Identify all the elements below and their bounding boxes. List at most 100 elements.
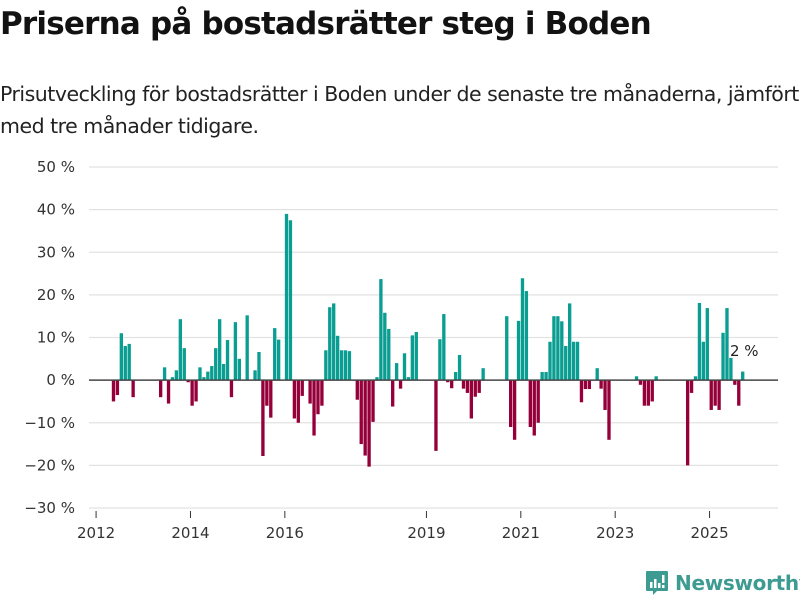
bar [292, 380, 297, 419]
bar [182, 348, 186, 381]
bar [697, 302, 702, 381]
bar [583, 380, 588, 390]
gridlines [89, 166, 778, 509]
bar [343, 350, 348, 381]
bar [603, 380, 607, 410]
y-tick-label: 20 % [37, 286, 75, 304]
y-tick-label: 0 % [46, 371, 75, 389]
y-tick-label: −20 % [24, 456, 75, 474]
bar [453, 372, 458, 381]
bar [162, 367, 167, 381]
bar [465, 380, 470, 393]
bar [202, 377, 206, 381]
bar [229, 380, 234, 398]
bar [650, 380, 654, 402]
bar [571, 341, 576, 381]
bar [276, 339, 281, 381]
bar [733, 380, 737, 385]
chart-subtitle: Prisutveckling för bostadsrätter i Boden… [0, 82, 799, 138]
bar [477, 380, 481, 393]
bar [115, 380, 120, 396]
bar [705, 308, 709, 381]
bar [434, 380, 438, 451]
bar [210, 366, 214, 381]
bar [214, 348, 218, 381]
bar [174, 370, 179, 381]
bar [127, 343, 131, 381]
bar [221, 363, 226, 381]
bar [642, 380, 647, 406]
bar [564, 346, 568, 381]
bar [607, 380, 611, 440]
bar [166, 380, 171, 404]
bar [725, 308, 729, 381]
bar [709, 380, 713, 410]
bar [721, 332, 725, 381]
bar [237, 358, 241, 381]
x-tick-label: 2019 [407, 524, 445, 542]
newsworthy-logo: Newsworthy [645, 570, 800, 596]
bar [567, 303, 572, 381]
bar [457, 354, 462, 381]
bar [284, 213, 289, 381]
bar [394, 363, 399, 381]
bar [170, 377, 175, 381]
bar [111, 380, 116, 402]
bar [245, 315, 249, 381]
bar [367, 380, 371, 467]
x-tick-label: 2012 [77, 524, 115, 542]
bar [461, 380, 466, 389]
bar [737, 380, 741, 406]
bar [481, 368, 485, 381]
bar [701, 341, 706, 381]
x-tick-label: 2025 [690, 524, 728, 542]
bar [261, 380, 265, 456]
bar [324, 350, 328, 381]
bar [544, 372, 548, 381]
bar [579, 380, 584, 403]
bar [469, 380, 474, 419]
y-axis: 50 % 40 % 30 % 20 % 10 % 0 % −10 % −20 % −30 % [24, 158, 75, 517]
bar [560, 321, 564, 381]
bar [520, 278, 525, 381]
bar [225, 340, 230, 381]
bar [509, 380, 513, 428]
bar [512, 380, 517, 440]
bar [233, 322, 238, 381]
bar [347, 351, 352, 381]
bar [186, 380, 190, 383]
bar [383, 312, 387, 381]
bar [363, 380, 367, 456]
chart-title: Priserna på bostadsrätter steg i Boden [0, 6, 652, 42]
bar [446, 380, 450, 383]
bar [300, 380, 304, 396]
bar [414, 331, 418, 381]
bar [516, 320, 521, 381]
bar [320, 380, 324, 406]
bar [713, 380, 717, 406]
bar [253, 370, 257, 381]
bar [123, 346, 127, 381]
brand-name: Newsworthy [675, 571, 800, 595]
bar [548, 341, 552, 381]
bars [111, 213, 745, 467]
x-tick-label: 2014 [171, 524, 209, 542]
bar [693, 376, 698, 381]
bar [257, 351, 261, 381]
bar [308, 380, 312, 404]
value-annotation: 2 % [730, 342, 759, 360]
bar [556, 316, 560, 381]
y-tick-label: −10 % [24, 414, 75, 432]
bar [505, 316, 509, 381]
bar [524, 291, 529, 381]
bar-chart: 50 % 40 % 30 % 20 % 10 % 0 % −10 % −20 % −30 % 2… [24, 158, 778, 542]
bar [131, 380, 135, 398]
bar [406, 377, 411, 381]
bar [689, 380, 694, 393]
x-axis: 2012 2014 2016 2019 2021 2023 2025 [77, 511, 729, 542]
bar [178, 319, 182, 381]
bar [587, 380, 591, 390]
bar [328, 307, 332, 381]
bar [269, 380, 273, 418]
x-tick-label: 2023 [596, 524, 634, 542]
